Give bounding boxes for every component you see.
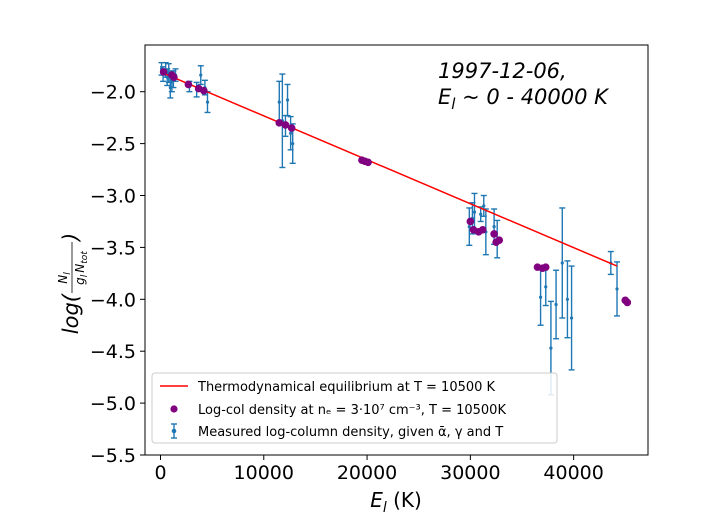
measured-point: [615, 287, 619, 291]
measured-point: [467, 225, 471, 229]
x-axis-label: El (K): [370, 488, 422, 516]
measured-point: [277, 100, 281, 104]
measured-point: [482, 204, 486, 208]
svg-text:glNtot: glNtot: [73, 251, 90, 285]
model-point: [275, 119, 284, 127]
legend-fit-label: Thermodynamical equilibrium at T = 10500…: [197, 380, 496, 395]
legend-measured-swatch: [171, 423, 177, 439]
model-point: [541, 263, 550, 271]
legend-model-swatch: [170, 405, 178, 413]
measured-point: [205, 100, 210, 104]
model-point: [478, 225, 487, 234]
measured-point: [492, 225, 496, 229]
y-tick-label: −2.0: [90, 82, 136, 104]
model-point: [184, 80, 193, 89]
svg-text:Nl: Nl: [56, 272, 73, 284]
y-tick-label: −5.0: [90, 393, 136, 415]
measured-point: [569, 316, 574, 320]
model-point: [466, 217, 475, 226]
legend: Thermodynamical equilibrium at T = 10500…: [151, 372, 558, 444]
model-point: [623, 298, 632, 307]
fit-line: [160, 71, 618, 267]
y-tick-label: −3.5: [90, 237, 136, 259]
svg-text:): ): [59, 233, 83, 243]
model-point: [159, 68, 168, 76]
measured-point: [544, 285, 548, 289]
model-series: [159, 68, 632, 307]
svg-text:log(: log(: [59, 293, 83, 334]
y-axis-label: log( Nl glNtot ): [56, 233, 90, 334]
x-tick-label: 30000: [440, 462, 500, 484]
model-point: [490, 230, 498, 238]
x-tick-label: 0: [154, 462, 166, 484]
model-point: [170, 73, 178, 81]
measured-point: [285, 98, 290, 102]
measured-point: [289, 131, 293, 135]
y-tick-label: −2.5: [90, 134, 136, 156]
y-tick-label: −3.0: [90, 186, 136, 208]
measured-point: [554, 302, 558, 307]
measured-point: [479, 212, 483, 216]
x-tick-label: 20000: [337, 462, 397, 484]
legend-box: [151, 372, 558, 444]
model-point: [495, 236, 504, 244]
legend-measured-label: Measured log-column density, given ᾱ, γ …: [198, 425, 503, 440]
y-tick-label: −4.5: [90, 341, 136, 363]
measured-point: [168, 85, 172, 90]
measured-point: [560, 261, 564, 265]
model-point: [287, 124, 296, 132]
y-tick-label: −4.0: [90, 289, 136, 311]
measured-point: [165, 75, 169, 79]
measured-point: [199, 73, 203, 77]
annotation-energy-range: El ~ 0 - 40000 K: [438, 85, 610, 113]
legend-model-label: Log-col density at nₑ = 3·10⁷ cm⁻³, T = …: [198, 403, 506, 418]
x-tick-label: 40000: [543, 462, 603, 484]
x-tick-label: 10000: [234, 462, 294, 484]
model-point: [364, 158, 372, 167]
model-point: [281, 121, 290, 129]
annotation-date: 1997-12-06,: [438, 59, 567, 83]
measured-point: [291, 142, 295, 146]
y-tick-label: −5.5: [90, 445, 136, 467]
model-point: [200, 86, 208, 95]
measured-point: [565, 297, 570, 301]
axis-ticks: 0 10000 20000 30000 40000 −2.0 −2.5 −3.0 −3.5 −4.…: [90, 82, 604, 484]
measured-point: [549, 346, 553, 350]
measured-point: [538, 295, 543, 299]
measured-point: [472, 210, 477, 214]
